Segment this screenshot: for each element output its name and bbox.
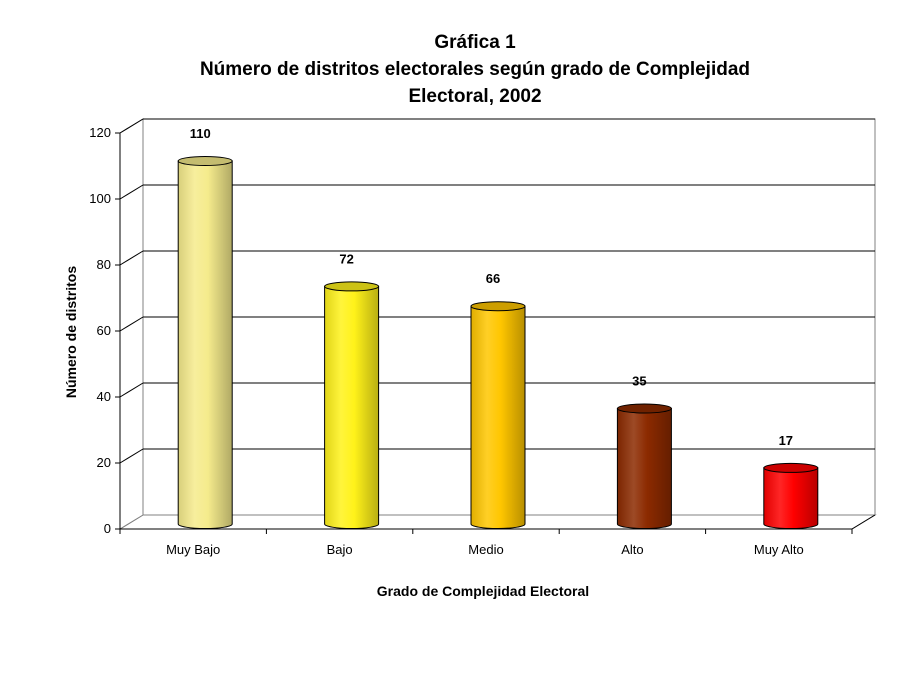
y-tick-label: 60 [97,323,111,338]
gridline-diagonal [119,382,144,398]
data-label: 35 [632,374,646,389]
bar-top [616,403,672,414]
bar-body [763,467,819,529]
data-label: 110 [190,126,211,141]
data-label: 66 [486,271,500,286]
gridline-diagonal [119,448,144,464]
bar-body [616,408,672,529]
y-tick-label: 120 [89,125,111,140]
gridline-diagonal [119,118,144,134]
x-tick-label: Bajo [327,542,353,557]
bar [470,301,526,529]
chart-title-line-3: Electoral, 2002 [408,86,541,107]
gridline-diagonal [119,250,144,266]
y-tick-label: 40 [97,389,111,404]
x-axis-depth-line [851,514,876,530]
bar-body [470,305,526,529]
y-axis: 0 20 40 60 80 100 120 [89,125,121,536]
gridline-diagonal [119,316,144,332]
bar-top [324,281,380,292]
bar [763,462,819,529]
y-tick-label: 80 [97,257,111,272]
data-label: 72 [339,251,353,266]
bar-top [470,301,526,312]
bar [616,403,672,529]
bar [177,156,233,529]
y-tick-label: 0 [104,521,111,536]
data-label: 17 [779,433,793,448]
gridline-diagonal [119,184,144,200]
x-tick-label: Muy Bajo [166,542,220,557]
bar-top [763,462,819,473]
x-tick-label: Medio [468,542,503,557]
x-axis: Muy Bajo Bajo Medio Alto Muy Alto [119,514,876,557]
bar [324,281,380,529]
chart-title-line-2: Número de distritos electorales según gr… [200,59,750,80]
bars [177,156,819,529]
x-tick-label: Alto [621,542,643,557]
y-tick-label: 100 [89,191,111,206]
bar-top [177,156,233,166]
bar-body [177,160,233,529]
y-tick-label: 20 [97,455,111,470]
x-tick-label: Muy Alto [754,542,804,557]
chart-title-line-1: Gráfica 1 [434,32,516,53]
x-axis-title: Grado de Complejidad Electoral [377,583,589,599]
bar-body [324,285,380,529]
y-axis-title: Número de distritos [63,266,79,398]
data-labels: 110 72 66 35 17 [190,126,793,448]
